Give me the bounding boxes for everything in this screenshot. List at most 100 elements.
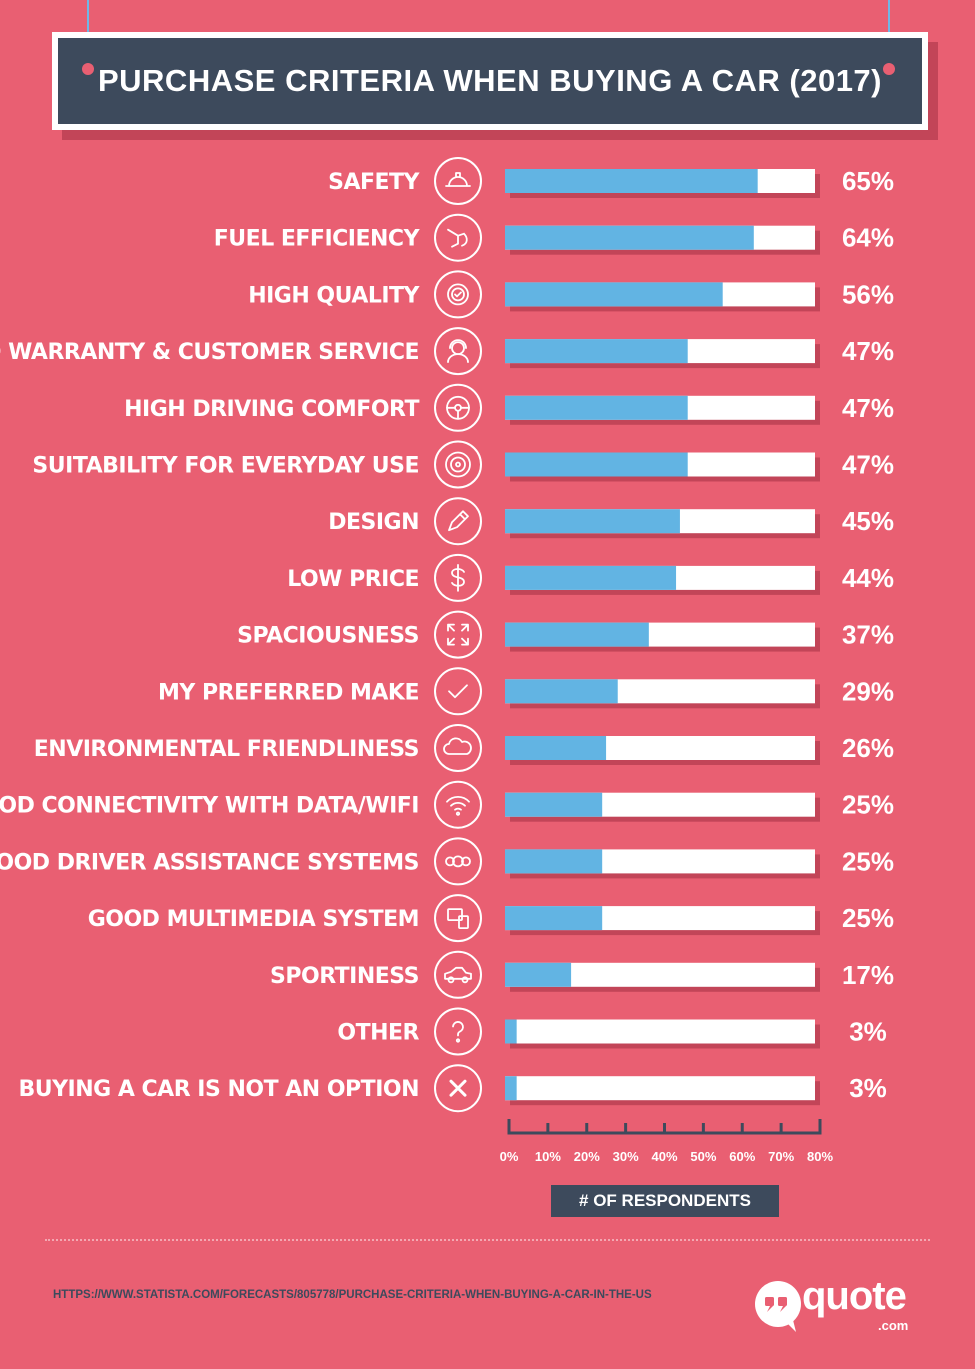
tick-label: 50%: [690, 1149, 716, 1164]
sensors-icon: [445, 855, 471, 868]
category-label: OTHER: [337, 1021, 419, 1046]
bar-row: HIGH DRIVING COMFORT 47%: [124, 383, 894, 432]
bar-row: GOOD DRIVER ASSISTANCE SYSTEMS 25%: [0, 837, 894, 886]
customer-service-icon: [447, 339, 469, 363]
category-label: GOOD DRIVER ASSISTANCE SYSTEMS: [0, 850, 419, 875]
category-label: HIGH DRIVING COMFORT: [124, 397, 419, 422]
bar: [505, 282, 723, 307]
category-label: MY PREFERRED MAKE: [158, 680, 419, 705]
title-banner: PURCHASE CRITERIA WHEN BUYING A CAR (201…: [52, 32, 938, 140]
category-label: GOOD WARRANTY & CUSTOMER SERVICE: [0, 340, 419, 365]
bar-row: SPACIOUSNESS 37%: [237, 610, 894, 659]
tick-label: 30%: [613, 1149, 639, 1164]
x-axis: 0% 10% 20% 30% 40% 50% 60% 70% 80%: [500, 1119, 833, 1164]
bar-row: SPORTINESS 17%: [270, 950, 894, 999]
bar-chart: SAFETY 65% FUEL EFFICIENCY 64% HIGH QUALITY 5…: [0, 157, 894, 1164]
quote-bubble-icon: [755, 1281, 801, 1332]
icon-ring: [434, 950, 482, 999]
value-label: 65%: [842, 166, 894, 196]
checkmark-icon: [448, 684, 468, 699]
tick-label: 0%: [500, 1149, 519, 1164]
value-label: 45%: [842, 506, 894, 536]
value-label: 44%: [842, 563, 894, 593]
bar-row: FUEL EFFICIENCY 64%: [214, 213, 894, 262]
icon-ring: [434, 497, 482, 546]
icon-ring: [434, 213, 482, 262]
bar: [505, 339, 688, 364]
title-pin-left: [82, 63, 94, 75]
wifi-icon: [446, 796, 470, 816]
fuel-nozzle-icon: [447, 228, 468, 248]
bar-row: GOOD WARRANTY & CUSTOMER SERVICE 47%: [0, 327, 894, 376]
dollar-icon: [451, 564, 465, 592]
logo-text: quote: [802, 1274, 907, 1318]
category-label: ENVIRONMENTAL FRIENDLINESS: [34, 737, 419, 762]
bar-row: LOW PRICE 44%: [287, 553, 894, 602]
bar: [505, 169, 758, 193]
tick-label: 10%: [535, 1149, 561, 1164]
category-label: SAFETY: [328, 170, 420, 195]
multimedia-icon: [447, 908, 469, 929]
value-label: 25%: [842, 903, 894, 933]
icon-ring: [434, 837, 482, 886]
bar: [505, 792, 603, 817]
bar: [505, 225, 754, 250]
hard-hat-icon: [445, 172, 471, 187]
value-label: 3%: [849, 1017, 887, 1047]
value-label: 47%: [842, 393, 894, 423]
bar-row: GOOD MULTIMEDIA SYSTEM 25%: [88, 894, 894, 943]
icon-ring: [434, 157, 482, 205]
bar-row: GOOD CONNECTIVITY WITH DATA/WIFI 25%: [0, 780, 894, 829]
tick-label: 60%: [729, 1149, 755, 1164]
icon-ring: [434, 780, 482, 829]
category-label: DESIGN: [328, 510, 419, 535]
value-label: 26%: [842, 733, 894, 763]
category-label: LOW PRICE: [287, 567, 419, 592]
bar-row: SAFETY 65%: [328, 157, 894, 205]
bar-row: OTHER 3%: [337, 1007, 887, 1056]
icon-ring: [434, 327, 482, 376]
x-axis-label-box: # OF RESPONDENTS: [551, 1185, 779, 1217]
category-label: SPORTINESS: [270, 964, 419, 989]
value-label: 25%: [842, 790, 894, 820]
footer-divider: [45, 1239, 930, 1241]
icon-ring: [434, 667, 482, 716]
bar: [505, 906, 603, 931]
source-url[interactable]: HTTPS://WWW.STATISTA.COM/FORECASTS/80577…: [53, 1289, 652, 1301]
category-label: SUITABILITY FOR EVERYDAY USE: [32, 454, 419, 479]
bar: [505, 1019, 517, 1044]
bar-track: [505, 1019, 815, 1044]
title-pin-right: [883, 63, 895, 75]
tick-label: 80%: [807, 1149, 833, 1164]
bar: [505, 565, 677, 590]
value-label: 47%: [842, 450, 894, 480]
value-label: 3%: [849, 1073, 887, 1103]
category-label: SPACIOUSNESS: [237, 624, 419, 649]
pencil-icon: [448, 510, 469, 532]
bar-row: HIGH QUALITY 56%: [248, 270, 894, 319]
bar: [505, 1076, 517, 1101]
category-label: GOOD MULTIMEDIA SYSTEM: [88, 907, 419, 932]
category-label: GOOD CONNECTIVITY WITH DATA/WIFI: [0, 794, 419, 819]
bar-row: ENVIRONMENTAL FRIENDLINESS 26%: [34, 724, 894, 772]
category-label: HIGH QUALITY: [248, 283, 420, 308]
expand-icon: [447, 623, 469, 646]
question-icon: [452, 1021, 464, 1043]
bar: [505, 509, 680, 534]
tire-icon: [445, 451, 471, 478]
category-label: FUEL EFFICIENCY: [214, 227, 421, 252]
bar-track: [505, 1076, 815, 1101]
icon-ring: [434, 440, 482, 489]
cross-icon: [449, 1079, 467, 1097]
bar: [505, 849, 603, 874]
bar-row: SUITABILITY FOR EVERYDAY USE 47%: [32, 440, 894, 489]
brand-logo[interactable]: quote .com: [752, 1274, 932, 1336]
x-axis-label: # OF RESPONDENTS: [579, 1191, 751, 1210]
bar: [505, 622, 649, 647]
title-box: PURCHASE CRITERIA WHEN BUYING A CAR (201…: [52, 32, 928, 130]
icon-ring: [434, 383, 482, 432]
value-label: 25%: [842, 846, 894, 876]
value-label: 47%: [842, 336, 894, 366]
tick-label: 40%: [651, 1149, 677, 1164]
icon-ring: [434, 724, 482, 772]
